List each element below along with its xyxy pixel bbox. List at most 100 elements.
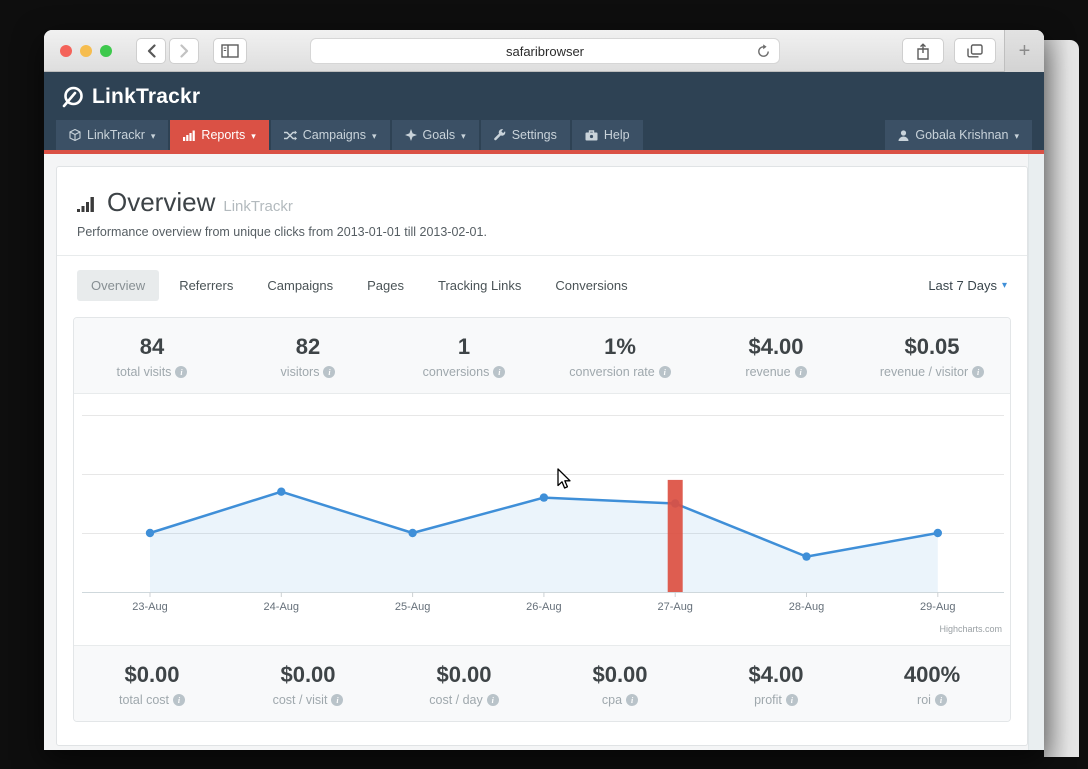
report-card: Overview LinkTrackr Performance overview… [56,166,1028,746]
stat-label: cost / day [429,693,483,707]
stat-label: profit [754,693,782,707]
nav-item-linktrackr[interactable]: LinkTrackr ▾ [56,120,169,150]
page-title: Overview [107,187,216,217]
stat-value: 400% [903,662,961,687]
chevron-down-icon: ▾ [1014,130,1019,141]
chart-svg: 23-Aug 24-Aug 25-Aug 26-Aug 27-Aug 28-Aug 29-A… [82,415,1004,634]
stat-label: visitors [280,365,320,379]
share-icon [917,42,929,60]
tab-tracking-links[interactable]: Tracking Links [438,278,522,293]
stat-label: revenue / visitor [879,365,969,379]
forward-button[interactable] [169,37,199,64]
nav-item-goals[interactable]: Goals ▾ [391,120,479,150]
info-icon[interactable]: i [493,366,506,378]
stat-cpa: $0.00 cpa i [542,662,698,707]
shuffle-icon [283,130,297,141]
plus-icon: + [1018,39,1031,62]
stat-value: $0.05 [904,334,960,359]
sidebar-toggle-button[interactable] [213,37,247,64]
tab-conversions[interactable]: Conversions [555,278,628,293]
info-icon[interactable]: i [173,694,186,706]
stat-label: cpa [601,693,623,707]
scrollbar-track[interactable] [1028,154,1044,750]
info-icon[interactable]: i [331,694,344,706]
info-icon[interactable]: i [175,366,188,378]
info-icon[interactable]: i [934,694,947,706]
close-window-button[interactable] [60,44,72,57]
stats-row-bottom: $0.00 total cost i $0.00 cost / visit i $0… [74,645,1010,721]
series-marker[interactable] [277,487,286,496]
info-icon[interactable]: i [323,366,336,378]
user-menu[interactable]: Gobala Krishnan ▾ [885,120,1032,150]
info-icon[interactable]: i [658,366,671,378]
series-marker[interactable] [539,493,549,502]
address-bar-text: safaribrowser [505,43,585,59]
linktrackr-logo-icon [62,86,83,108]
tab-overview[interactable]: Overview [77,270,160,301]
nav-item-settings[interactable]: Settings [480,120,570,150]
stat-total-visits: 84 total visits i [74,334,230,379]
tab-referrers[interactable]: Referrers [179,278,234,293]
info-icon[interactable]: i [972,366,985,378]
logo[interactable]: LinkTrackr [44,72,1044,120]
show-all-tabs-button[interactable] [954,38,996,64]
share-button[interactable] [902,38,944,64]
info-icon[interactable]: i [785,694,798,706]
page-title-suffix: LinkTrackr [223,198,293,215]
browser-toolbar: safaribrowser [44,30,1044,72]
new-tab-button[interactable]: + [1004,30,1044,72]
report-tabs: Overview Referrers Campaigns Pages Track… [57,256,1027,313]
address-bar[interactable]: safaribrowser [310,38,780,64]
stat-conversions: 1 conversions i [386,334,542,379]
x-axis-label: 24-Aug [264,601,299,613]
highlight-bar[interactable] [667,479,683,593]
back-button[interactable] [136,37,166,64]
x-axis-label: 29-Aug [920,601,955,613]
series-marker[interactable] [408,528,417,538]
date-range-label: Last 7 Days [928,278,997,293]
stat-revenue: $4.00 revenue i [698,334,854,379]
tabs-overview-icon [967,44,983,58]
info-icon[interactable]: i [486,694,499,706]
stat-value: $0.00 [592,662,648,687]
nav-item-help[interactable]: Help [571,120,643,150]
series-marker[interactable] [802,552,811,561]
nav-item-reports[interactable]: Reports ▾ [170,120,269,150]
chart-credits[interactable]: Highcharts.com [939,624,1002,634]
tab-pages[interactable]: Pages [367,278,405,293]
reload-button[interactable] [756,44,771,62]
browser-window: safaribrowser [44,30,1044,750]
series-marker[interactable] [933,528,942,538]
stat-roi: 400% roi i [854,662,1010,707]
nav-item-label: Help [603,128,630,142]
mouse-cursor [557,468,571,489]
info-icon[interactable]: i [794,366,807,378]
stat-label: conversions [422,365,490,379]
stat-value: 1% [604,334,636,359]
briefcase-icon [585,129,598,141]
info-icon[interactable]: i [626,694,639,706]
nav-item-campaigns[interactable]: Campaigns ▾ [270,120,390,150]
tab-campaigns[interactable]: Campaigns [267,278,334,293]
stat-label: cost / visit [272,693,328,707]
chevron-down-icon: ▾ [371,130,377,141]
stat-value: $0.00 [280,662,336,687]
nav-item-label: Campaigns [302,128,366,142]
chevron-right-icon [179,43,188,58]
overview-chart[interactable]: 23-Aug 24-Aug 25-Aug 26-Aug 27-Aug 28-Aug 29-A… [74,394,1010,645]
wrench-icon [493,129,506,141]
sidebar-icon [221,43,239,58]
series-area [150,491,938,592]
bar-chart-icon [183,130,196,141]
nav-item-label: LinkTrackr [87,128,145,142]
chevron-down-icon: ▾ [150,130,156,141]
date-range-dropdown[interactable]: Last 7 Days ▾ [928,278,1007,293]
chevron-down-icon: ▾ [1001,280,1007,291]
zoom-window-button[interactable] [100,44,112,57]
minimize-window-button[interactable] [80,44,92,57]
series-marker[interactable] [145,528,155,538]
stat-revenue-per-visitor: $0.05 revenue / visitor i [854,334,1010,379]
stat-profit: $4.00 profit i [698,662,854,707]
stat-value: $4.00 [748,334,804,359]
main-nav: LinkTrackr ▾ Reports ▾ Campaigns ▾ [44,120,1044,150]
